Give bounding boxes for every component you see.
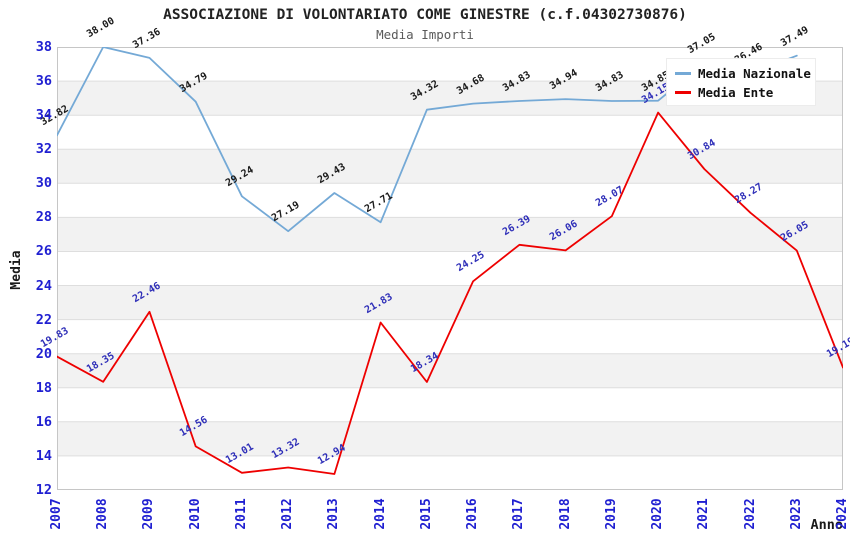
x-axis-title: Anno — [810, 517, 843, 533]
y-tick-label: 34 — [35, 107, 52, 124]
x-tick-label: 2009 — [141, 498, 157, 530]
legend: Media Nazionale Media Ente — [666, 58, 816, 106]
page-title: ASSOCIAZIONE DI VOLONTARIATO COME GINEST… — [163, 7, 687, 23]
y-tick-label: 18 — [35, 379, 52, 396]
y-tick-label: 28 — [35, 209, 52, 226]
y-tick-label: 24 — [35, 277, 52, 294]
legend-item: Media Nazionale — [667, 64, 815, 83]
x-tick-label: 2013 — [326, 498, 342, 530]
x-tick-label: 2018 — [557, 498, 573, 530]
series-line — [57, 111, 843, 475]
y-tick-label: 14 — [35, 447, 52, 464]
x-tick-label: 2008 — [95, 498, 111, 530]
x-tick-label: 2011 — [233, 498, 249, 530]
y-tick-label: 30 — [35, 175, 52, 192]
legend-line-icon — [675, 91, 691, 94]
legend-item: Media Ente — [667, 83, 815, 102]
legend-label: Media Ente — [698, 85, 774, 100]
x-tick-label: 2010 — [187, 498, 203, 530]
y-tick-label: 32 — [35, 141, 52, 158]
y-tick-label: 16 — [35, 413, 52, 430]
x-tick-label: 2019 — [603, 498, 619, 530]
y-tick-label: 26 — [35, 243, 52, 260]
y-tick-label: 22 — [35, 311, 52, 328]
y-tick-label: 36 — [35, 73, 52, 90]
x-tick-label: 2014 — [372, 498, 388, 530]
plot-area — [57, 47, 843, 490]
x-tick-label: 2015 — [418, 498, 434, 530]
x-tick-label: 2012 — [280, 498, 296, 530]
x-tick-label: 2016 — [465, 498, 481, 530]
x-tick-label: 2007 — [49, 498, 64, 530]
x-tick-label: 2021 — [696, 498, 712, 530]
x-tick-label: 2020 — [650, 498, 666, 530]
legend-label: Media Nazionale — [698, 66, 811, 81]
y-tick-label: 12 — [35, 482, 52, 498]
legend-line-icon — [675, 72, 691, 75]
x-tick-label: 2017 — [511, 498, 527, 530]
x-tick-label: 2022 — [742, 498, 758, 530]
y-tick-label: 20 — [35, 345, 52, 362]
chart-subtitle: Media Importi — [376, 27, 474, 42]
x-tick-label: 2023 — [788, 498, 804, 530]
y-axis-title: Media — [9, 250, 24, 290]
